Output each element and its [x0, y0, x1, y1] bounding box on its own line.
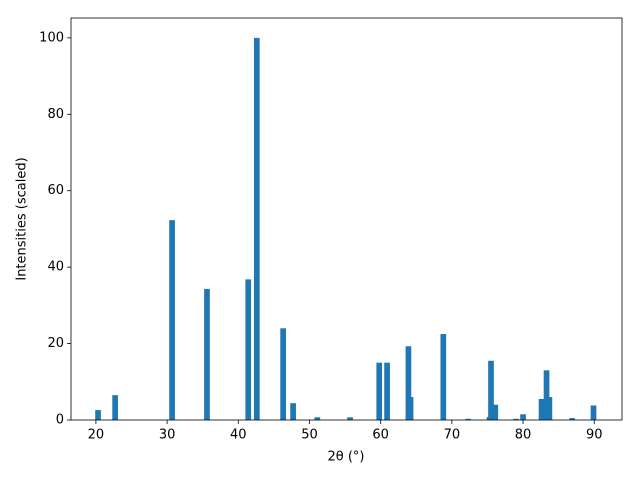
bar: [169, 220, 175, 420]
y-tick-label: 100: [39, 30, 64, 45]
bar: [569, 418, 576, 420]
bar: [347, 417, 353, 420]
bar: [112, 395, 118, 420]
bar: [253, 37, 260, 420]
bar: [204, 288, 210, 420]
bar: [440, 334, 447, 420]
y-tick-label: 80: [47, 107, 64, 122]
bar: [465, 418, 472, 420]
bar: [538, 398, 545, 420]
bar: [314, 417, 321, 420]
x-tick-label: 40: [230, 428, 247, 443]
bar: [290, 403, 296, 420]
x-tick-label: 50: [301, 428, 318, 443]
x-tick-label: 30: [159, 428, 176, 443]
x-tick-label: 60: [372, 428, 389, 443]
bar: [245, 279, 252, 420]
y-tick-label: 0: [56, 413, 64, 428]
x-tick-label: 70: [444, 428, 461, 443]
bar: [492, 404, 499, 420]
bar: [488, 360, 494, 420]
bar: [95, 410, 101, 420]
bar: [407, 397, 414, 420]
x-tick-label: 20: [88, 428, 105, 443]
bar: [405, 346, 412, 420]
bar: [513, 418, 519, 420]
bar: [384, 362, 390, 420]
bar: [590, 405, 597, 420]
bar: [546, 397, 553, 420]
bar: [543, 370, 550, 420]
y-tick-label: 60: [47, 183, 64, 198]
x-axis-label: 2θ (°): [327, 450, 364, 465]
y-tick-label: 40: [47, 260, 64, 275]
bar: [520, 414, 526, 420]
bar: [280, 328, 286, 420]
bar: [376, 362, 383, 420]
x-tick-label: 90: [586, 428, 603, 443]
y-axis-label: Intensities (scaled): [15, 157, 30, 280]
x-tick-label: 80: [515, 428, 532, 443]
plot-frame: [70, 17, 623, 421]
y-tick-label: 20: [47, 336, 64, 351]
